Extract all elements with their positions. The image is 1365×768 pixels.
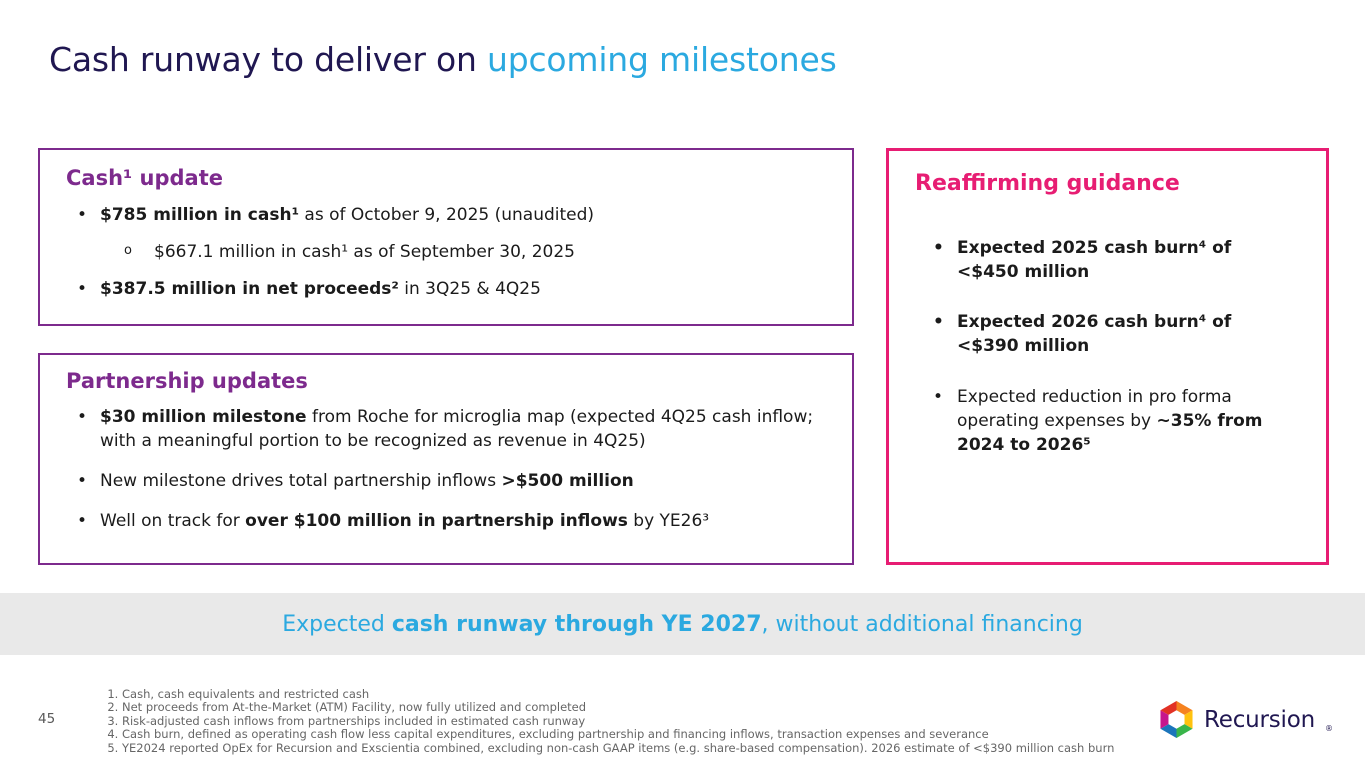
bullet-net-proceeds: $387.5 million in net proceeds² in 3Q25 … [64,277,828,301]
bullet-total-inflows: New milestone drives total partnership i… [64,469,828,493]
banner-bold: cash runway through YE 2027 [391,611,762,637]
partnership-heading: Partnership updates [66,369,308,393]
recursion-logo-icon [1160,701,1193,738]
bullet-text: New milestone drives total partnership i… [100,471,502,492]
title-plain: Cash runway to deliver on [49,40,487,79]
cash-runway-banner: Expected cash runway through YE 2027, wi… [0,593,1365,655]
banner-pre: Expected [282,611,392,637]
partnership-updates-panel: Partnership updates $30 million mileston… [38,353,854,565]
bullet-on-track: Well on track for over $100 million in p… [64,509,828,533]
bullet-text: as of October 9, 2025 (unaudited) [299,205,595,225]
guidance-list: Expected 2025 cash burn⁴ of <$450 millio… [911,236,1304,457]
footnotes: Cash, cash equivalents and restricted ca… [104,687,1164,755]
reaffirming-guidance-panel: Reaffirming guidance Expected 2025 cash … [886,148,1329,565]
bullet-text: by YE26³ [627,511,710,532]
banner-text: Expected cash runway through YE 2027, wi… [282,612,1083,637]
banner-post: , without additional financing [761,611,1083,637]
recursion-logo: Recursion ® [1158,701,1333,738]
bullet-text-bold: over $100 million in partnership inflows [245,511,628,532]
recursion-logo-text: Recursion [1204,706,1315,733]
footnote-5: YE2024 reported OpEx for Recursion and E… [122,741,1164,755]
footnotes-list: Cash, cash equivalents and restricted ca… [104,687,1164,755]
bullet-roche-milestone: $30 million milestone from Roche for mic… [64,405,828,453]
title-highlight: upcoming milestones [486,40,837,79]
footnote-4: Cash burn, defined as operating cash flo… [122,727,1164,741]
bullet-text-bold: $30 million milestone [100,407,307,427]
bullet-text: Well on track for [100,511,246,532]
bullet-text-bold: >$500 million [501,471,634,492]
bullet-opex-reduction: Expected reduction in pro forma operatin… [911,385,1304,457]
guidance-heading: Reaffirming guidance [915,171,1180,196]
bullet-text: $667.1 million in cash¹ as of September … [154,242,575,263]
footnote-1: Cash, cash equivalents and restricted ca… [122,687,1164,701]
cash-update-panel: Cash¹ update $785 million in cash¹ as of… [38,148,854,326]
bullet-text-bold: $387.5 million in net proceeds² [100,279,399,300]
registered-mark: ® [1325,724,1333,733]
footnote-3: Risk-adjusted cash inflows from partners… [122,714,1164,728]
page-number: 45 [38,711,56,727]
footnote-2: Net proceeds from At-the-Market (ATM) Fa… [122,700,1164,714]
bullet-text: Expected reduction in pro forma operatin… [957,386,1232,431]
cash-update-list: $785 million in cash¹ as of October 9, 2… [64,203,828,302]
bullet-2025-burn: Expected 2025 cash burn⁴ of <$450 millio… [911,236,1304,284]
bullet-cash-667-sub: $667.1 million in cash¹ as of September … [64,240,828,264]
bullet-text: in 3Q25 & 4Q25 [398,279,541,300]
cash-update-heading: Cash¹ update [66,166,224,190]
bullet-text: from Roche for microglia map (expected 4… [100,407,814,452]
bullet-2026-burn: Expected 2026 cash burn⁴ of <$390 millio… [911,310,1304,358]
partnership-list: $30 million milestone from Roche for mic… [64,405,828,534]
bullet-cash-785: $785 million in cash¹ as of October 9, 2… [64,203,828,227]
bullet-text-bold: $785 million in cash¹ [100,205,300,225]
page-title: Cash runway to deliver on upcoming miles… [49,40,837,79]
bullet-text-bold: ~35% from 2024 to 2026⁵ [957,410,1263,455]
